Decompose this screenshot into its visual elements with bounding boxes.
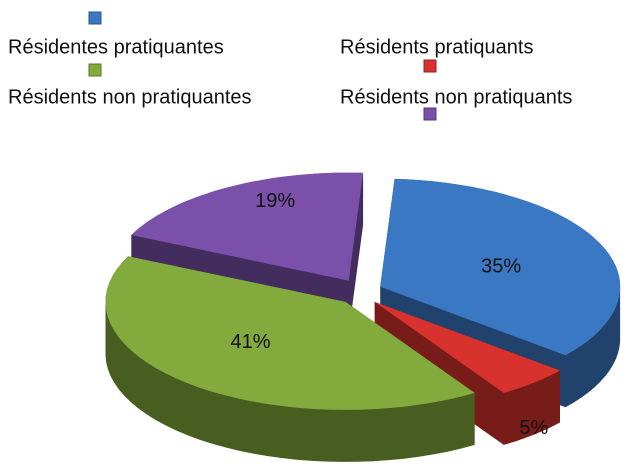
legend-marker bbox=[88, 11, 102, 25]
legend-marker bbox=[423, 107, 437, 121]
pie-slice-side bbox=[374, 301, 560, 445]
pie-slice bbox=[131, 172, 364, 281]
data-label: 19% bbox=[255, 190, 295, 212]
pie-slice bbox=[380, 178, 621, 356]
legend-label: Résidents non pratiquantes bbox=[8, 86, 252, 108]
legend-label: Résidents pratiquants bbox=[340, 36, 533, 58]
legend-marker bbox=[88, 63, 102, 77]
pie-slice bbox=[105, 256, 475, 410]
legend-label: Résidentes pratiquantes bbox=[8, 36, 224, 58]
data-label: 35% bbox=[481, 256, 521, 278]
pie-slice bbox=[374, 301, 560, 393]
legend-label: Résidents non pratiquants bbox=[340, 86, 572, 108]
legend-marker bbox=[423, 59, 437, 73]
data-label: 5% bbox=[519, 417, 548, 439]
data-label: 41% bbox=[231, 331, 271, 353]
